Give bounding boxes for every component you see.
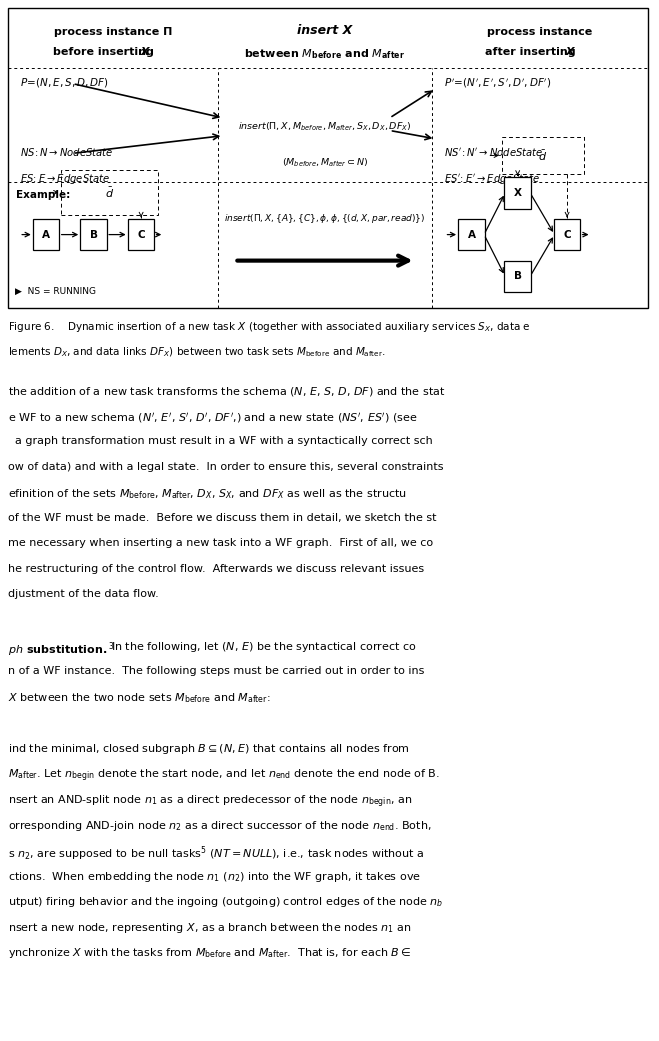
Text: ▶  NS = RUNNING: ▶ NS = RUNNING [14, 286, 96, 296]
Text: process instance: process instance [488, 27, 592, 37]
Text: s $n_2$, are supposed to be null tasks$^5$ ($NT = NULL$), i.e., task nodes witho: s $n_2$, are supposed to be null tasks$^… [8, 844, 424, 863]
FancyBboxPatch shape [33, 219, 59, 250]
Text: B: B [90, 230, 98, 239]
FancyBboxPatch shape [505, 177, 531, 208]
Text: ynchronize $X$ with the tasks from $M_{\mathrm{before}}$ and $M_{\mathrm{after}}: ynchronize $X$ with the tasks from $M_{\… [8, 946, 411, 960]
Text: of the WF must be made.  Before we discuss them in detail, we sketch the st: of the WF must be made. Before we discus… [8, 512, 436, 523]
Text: nsert a new node, representing $X$, as a branch between the nodes $n_1$ an: nsert a new node, representing $X$, as a… [8, 920, 411, 935]
Text: X: X [140, 47, 149, 57]
Text: $\bar{d}$: $\bar{d}$ [105, 185, 114, 200]
Text: n of a WF instance.  The following steps must be carried out in order to ins: n of a WF instance. The following steps … [8, 665, 424, 676]
Text: $NS'\!: N' \rightarrow NodeState$: $NS'\!: N' \rightarrow NodeState$ [444, 146, 543, 158]
Text: $X$ between the two node sets $M_{\mathrm{before}}$ and $M_{\mathrm{after}}$:: $X$ between the two node sets $M_{\mathr… [8, 691, 270, 705]
Text: $P\!=\!(N, E, S, D, DF)$: $P\!=\!(N, E, S, D, DF)$ [20, 76, 109, 90]
Text: process instance Π: process instance Π [54, 27, 172, 37]
Text: $M_{\mathrm{after}}$. Let $n_{\mathrm{begin}}$ denote the start node, and let $n: $M_{\mathrm{after}}$. Let $n_{\mathrm{be… [8, 767, 440, 784]
Text: A: A [42, 230, 50, 239]
Text: In the following, let ($N$, $E$) be the syntactical correct co: In the following, let ($N$, $E$) be the … [103, 640, 416, 654]
Text: the addition of a new task transforms the schema ($N$, $E$, $S$, $D$, $DF$) and : the addition of a new task transforms th… [8, 385, 445, 398]
Text: $ES\!: E \rightarrow EdgeState$: $ES\!: E \rightarrow EdgeState$ [20, 172, 110, 186]
Bar [502, 136, 584, 174]
Text: X: X [565, 47, 574, 57]
Text: e WF to a new schema ($N'$, $E'$, $S'$, $D'$, $DF'$,) and a new state ($NS'$, $E: e WF to a new schema ($N'$, $E'$, $S'$, … [8, 410, 417, 425]
Text: $NS\!: N \rightarrow NodeState$: $NS\!: N \rightarrow NodeState$ [20, 146, 113, 158]
Text: C: C [563, 230, 571, 239]
FancyBboxPatch shape [80, 219, 107, 250]
Text: me necessary when inserting a new task into a WF graph.  First of all, we co: me necessary when inserting a new task i… [8, 538, 433, 548]
Text: ind the minimal, closed subgraph $B \subseteq (N, E)$ that contains all nodes fr: ind the minimal, closed subgraph $B \sub… [8, 742, 410, 756]
Text: a graph transformation must result in a WF with a syntactically correct sch: a graph transformation must result in a … [8, 436, 433, 446]
Text: insert X: insert X [297, 24, 353, 36]
Text: $insert(\Pi, X, M_{before}, M_{after}, S_X, D_X, DF_X)$: $insert(\Pi, X, M_{before}, M_{after}, S… [239, 120, 412, 132]
Text: Example:: Example: [16, 191, 70, 200]
Text: $(M_{before}, M_{after} \subset N)$: $(M_{before}, M_{after} \subset N)$ [282, 156, 368, 169]
Text: Figure 6.    Dynamic insertion of a new task $X$ (together with associated auxil: Figure 6. Dynamic insertion of a new tas… [8, 321, 530, 334]
Text: efinition of the sets $M_{\mathrm{before}}$, $M_{\mathrm{after}}$, $D_X$, $S_X$,: efinition of the sets $M_{\mathrm{before… [8, 487, 407, 501]
Text: he restructuring of the control flow.  Afterwards we discuss relevant issues: he restructuring of the control flow. Af… [8, 563, 424, 574]
Text: B: B [513, 272, 522, 281]
Text: $P'\!=\!(N', E', S', D', DF')$: $P'\!=\!(N', E', S', D', DF')$ [444, 76, 551, 90]
Text: between $\mathbf{\mathit{M}}_{\mathbf{before}}$ and $\mathbf{\mathit{M}}_{\mathb: between $\mathbf{\mathit{M}}_{\mathbf{be… [244, 47, 405, 61]
Text: ow of data) and with a legal state.  In order to ensure this, several constraint: ow of data) and with a legal state. In o… [8, 461, 444, 472]
Text: ctions.  When embedding the node $n_1$ ($n_2$) into the WF graph, it takes ove: ctions. When embedding the node $n_1$ ($… [8, 869, 421, 884]
Text: C: C [137, 230, 145, 239]
Text: A: A [467, 230, 476, 239]
Text: X: X [513, 188, 522, 198]
Text: $\bar{d}$: $\bar{d}$ [538, 149, 547, 162]
Text: before inserting: before inserting [53, 47, 158, 57]
Text: nsert an AND-split node $n_1$ as a direct predecessor of the node $n_{\mathrm{be: nsert an AND-split node $n_1$ as a direc… [8, 793, 413, 810]
FancyBboxPatch shape [128, 219, 154, 250]
Text: utput) firing behavior and the ingoing (outgoing) control edges of the node $n_b: utput) firing behavior and the ingoing (… [8, 895, 444, 909]
Text: after inserting: after inserting [485, 47, 579, 57]
FancyBboxPatch shape [459, 219, 485, 250]
Bar [8, 8, 648, 308]
FancyBboxPatch shape [505, 260, 531, 291]
FancyBboxPatch shape [554, 219, 581, 250]
Text: $\mathit{ph}$ $\mathbf{substitution.}^3$: $\mathit{ph}$ $\mathbf{substitution.}^3$ [8, 640, 115, 659]
Text: $insert(\Pi, X, \{A\}, \{C\}, \phi, \phi, \{(d,X,par,read)\})$: $insert(\Pi, X, \{A\}, \{C\}, \phi, \phi… [224, 212, 426, 226]
Text: djustment of the data flow.: djustment of the data flow. [8, 589, 159, 599]
Text: $ES'\!: E' \rightarrow EdgeState$: $ES'\!: E' \rightarrow EdgeState$ [444, 172, 540, 186]
Text: orresponding AND-join node $n_2$ as a direct successor of the node $n_{\mathrm{e: orresponding AND-join node $n_2$ as a di… [8, 818, 432, 833]
Text: lements $D_X$, and data links $DF_X$) between two task sets $M_{\mathrm{before}}: lements $D_X$, and data links $DF_X$) be… [8, 346, 386, 359]
Bar [61, 170, 158, 214]
